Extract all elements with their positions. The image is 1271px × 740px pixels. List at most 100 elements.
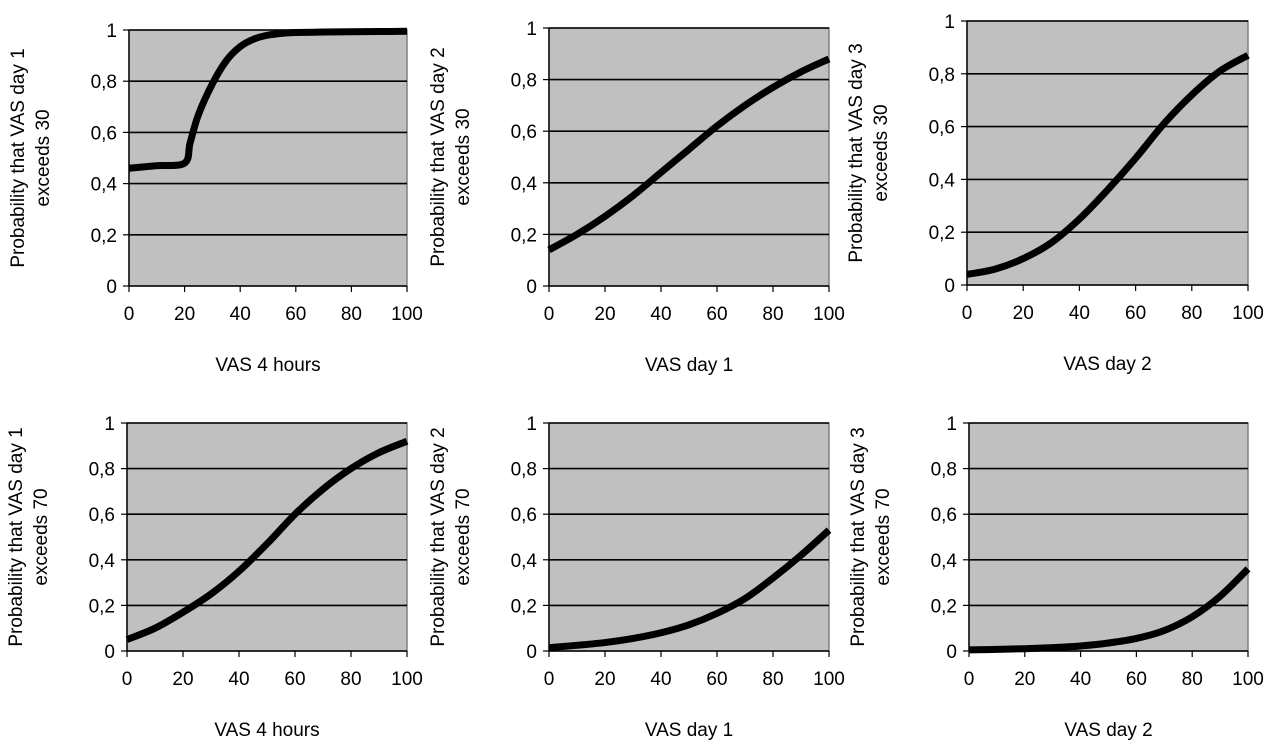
y-tick-label: 0,4 [91, 175, 118, 196]
x-axis-label: VAS day 1 [645, 355, 733, 376]
x-tick-label: 100 [813, 669, 845, 690]
chart-panel-5: 0 0,2 0,4 0,6 0,8 1 0 20 40 60 80 100 VAS day 1 Proba… [428, 414, 845, 740]
x-tick-label: 60 [1126, 669, 1147, 690]
y-tick-label: 0,6 [91, 123, 117, 144]
x-tick-label: 100 [1232, 303, 1264, 324]
series-line [966, 52, 1250, 278]
y-axis-label-line-1: Probability that VAS day 3 [848, 427, 869, 646]
x-tick-label: 60 [284, 669, 305, 690]
y-tick-label: 0 [526, 642, 537, 663]
y-tick-label: 0,6 [511, 505, 537, 526]
y-axis-label-line-2: exceeds 30 [453, 108, 474, 205]
x-tick-label: 100 [813, 304, 845, 325]
x-tick-label: 20 [1013, 303, 1034, 324]
x-tick-label: 0 [544, 304, 555, 325]
y-tick-label: 1 [526, 19, 537, 40]
series-line [125, 437, 409, 643]
x-tick-label: 40 [230, 304, 251, 325]
y-tick-label: 0,4 [511, 174, 538, 195]
x-tick-label: 80 [762, 669, 783, 690]
x-tick-label: 40 [228, 669, 249, 690]
x-tick-label: 20 [1014, 669, 1035, 690]
y-tick-label: 0,2 [929, 223, 955, 244]
plot-area [548, 27, 830, 287]
plot-area [128, 29, 408, 287]
y-tick-label: 0,8 [511, 71, 537, 92]
series-line [128, 27, 408, 172]
x-axis-label: VAS day 2 [1063, 354, 1151, 375]
x-tick-label: 60 [706, 669, 727, 690]
plot-area [966, 20, 1249, 286]
x-tick-label: 100 [391, 304, 423, 325]
y-tick-label: 0,6 [89, 505, 115, 526]
x-tick-label: 40 [650, 669, 671, 690]
y-tick-label: 1 [946, 414, 957, 435]
y-tick-label: 1 [526, 414, 537, 435]
y-tick-label: 0,6 [931, 505, 957, 526]
x-tick-label: 100 [1232, 669, 1264, 690]
y-tick-label: 0,8 [511, 460, 537, 481]
series-line [547, 55, 831, 253]
y-tick-label: 0 [944, 276, 955, 297]
y-axis-label-line-1: Probability that VAS day 2 [428, 47, 449, 266]
x-tick-label: 20 [172, 669, 193, 690]
series-line [968, 566, 1251, 654]
x-tick-label: 60 [706, 304, 727, 325]
x-tick-label: 20 [594, 669, 615, 690]
x-tick-label: 0 [962, 303, 973, 324]
y-tick-label: 1 [944, 12, 955, 33]
chart-panel-2: 0 0,2 0,4 0,6 0,8 1 0 20 40 60 80 100 VAS day 1 Proba… [428, 19, 845, 376]
y-axis-label-line-2: exceeds 70 [453, 488, 474, 585]
chart-panel-3: 0 0,2 0,4 0,6 0,8 1 0 20 40 60 80 100 VAS day 2 Proba… [846, 12, 1264, 375]
y-tick-label: 0,8 [89, 460, 115, 481]
x-tick-label: 0 [544, 669, 555, 690]
x-tick-label: 20 [174, 304, 195, 325]
x-tick-label: 80 [762, 304, 783, 325]
y-tick-label: 0,8 [931, 460, 957, 481]
x-tick-label: 40 [1069, 303, 1090, 324]
x-tick-label: 40 [1070, 669, 1091, 690]
y-tick-label: 0,4 [511, 551, 538, 572]
plot-area [968, 422, 1249, 652]
y-tick-label: 1 [106, 21, 117, 42]
x-tick-label: 80 [1182, 669, 1203, 690]
x-tick-label: 0 [964, 669, 975, 690]
x-axis-label: VAS 4 hours [214, 720, 319, 740]
x-tick-label: 100 [391, 669, 423, 690]
chart-panel-1: 0 0,2 0,4 0,6 0,8 1 0 20 40 60 80 100 VAS 4 hours Pro… [8, 21, 423, 376]
y-tick-label: 0,8 [91, 72, 117, 93]
y-tick-label: 1 [104, 414, 115, 435]
x-tick-label: 60 [285, 304, 306, 325]
x-axis-label: VAS day 1 [645, 720, 733, 740]
y-tick-label: 0,2 [931, 596, 957, 617]
x-tick-label: 20 [594, 304, 615, 325]
y-tick-label: 0,4 [89, 551, 116, 572]
y-axis-label-line-1: Probability that VAS day 1 [6, 427, 27, 646]
x-axis-label: VAS 4 hours [215, 355, 320, 376]
chart-panel-4: 0 0,2 0,4 0,6 0,8 1 0 20 40 60 80 100 VAS 4 hours Pro… [6, 414, 423, 740]
y-tick-label: 0,6 [511, 122, 537, 143]
y-axis-label-line-1: Probability that VAS day 2 [428, 427, 449, 646]
y-tick-label: 0,2 [511, 596, 537, 617]
y-axis-label-line-2: exceeds 30 [871, 104, 892, 201]
y-tick-label: 0,2 [91, 226, 117, 247]
series-line [548, 527, 832, 652]
y-axis-label-line-2: exceeds 70 [873, 488, 894, 585]
y-tick-label: 0 [946, 642, 957, 663]
y-axis-label-line-1: Probability that VAS day 1 [8, 48, 29, 267]
y-axis-label-line-2: exceeds 30 [33, 109, 54, 206]
x-tick-label: 0 [122, 669, 133, 690]
y-tick-label: 0 [106, 277, 117, 298]
x-axis-label: VAS day 2 [1064, 720, 1152, 740]
y-tick-label: 0,2 [89, 596, 115, 617]
y-axis-label-line-2: exceeds 70 [31, 488, 52, 585]
y-tick-label: 0,2 [511, 225, 537, 246]
y-tick-label: 0,4 [931, 551, 958, 572]
y-tick-label: 0,8 [929, 65, 955, 86]
x-tick-label: 80 [341, 304, 362, 325]
plot-area [548, 422, 830, 652]
y-tick-label: 0,4 [929, 170, 956, 191]
x-tick-label: 80 [340, 669, 361, 690]
y-tick-label: 0,6 [929, 118, 955, 139]
